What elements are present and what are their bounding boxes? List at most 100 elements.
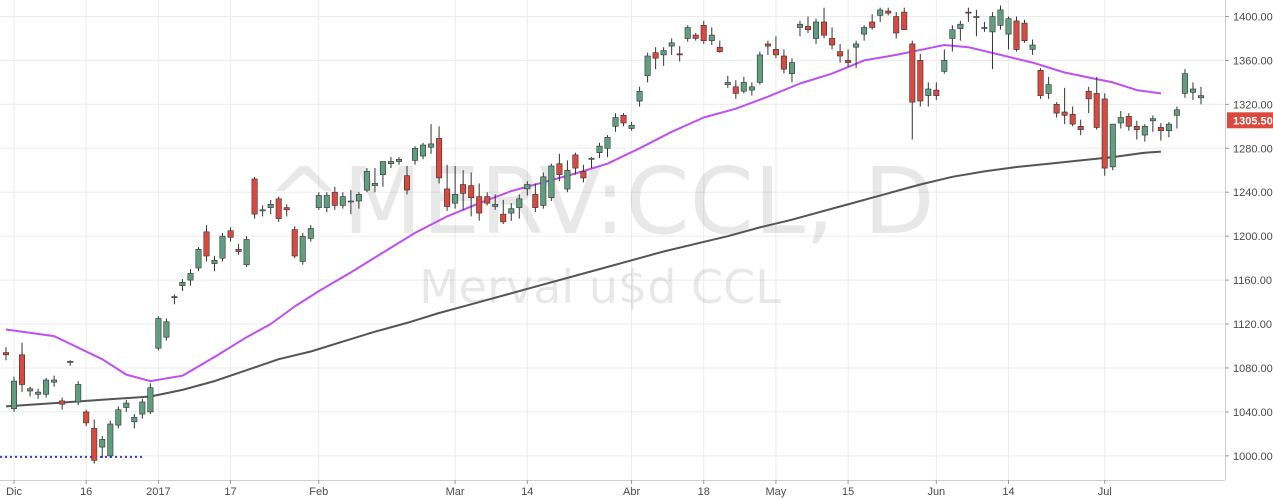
candle <box>275 196 282 222</box>
candle-body <box>660 50 667 56</box>
candle <box>1085 86 1092 114</box>
candle-body <box>676 53 683 56</box>
candle <box>419 142 426 160</box>
candle-body <box>315 195 322 208</box>
candle <box>788 58 795 83</box>
candle <box>933 82 940 100</box>
candle-body <box>500 213 507 223</box>
candle-body <box>692 34 699 39</box>
candle <box>355 192 362 209</box>
candle-body <box>981 27 988 29</box>
candle <box>1005 16 1012 50</box>
candle-body <box>395 159 402 162</box>
x-tick-label: Feb <box>309 486 328 498</box>
candle-body <box>59 400 66 405</box>
candle <box>315 192 322 210</box>
candle-body <box>1069 113 1076 125</box>
candle-body <box>1053 104 1060 114</box>
x-tick-label: 15 <box>842 486 854 498</box>
candle <box>1141 124 1148 142</box>
candle-body <box>780 55 787 70</box>
candle-body <box>965 11 972 14</box>
candle-body <box>1173 109 1180 116</box>
x-tick-label: 14 <box>1002 486 1014 498</box>
y-tick-label: 1240.00 <box>1233 187 1273 199</box>
candle <box>139 398 146 419</box>
candle-body <box>829 38 836 46</box>
candle-body <box>123 402 130 408</box>
watermark-symbol: ^MERV:CCL, D <box>266 148 935 255</box>
candle-body <box>444 188 451 207</box>
candle <box>580 164 587 183</box>
candle <box>436 126 443 184</box>
candle <box>259 205 266 217</box>
candle-body <box>43 379 50 395</box>
ma-short-line <box>5 44 1162 383</box>
y-axis[interactable]: 1000.00 1040.00 1080.00 1120.00 1160.00 1200.… <box>1225 0 1273 480</box>
candle <box>780 49 787 74</box>
last-price-label: 1305.50 <box>1233 115 1273 127</box>
candle <box>965 7 972 22</box>
x-axis[interactable]: Dic 16 2017 17 Feb Mar 14 Abr 18 May 15 Jun 14 Jul <box>0 480 1225 498</box>
candle <box>1077 119 1084 136</box>
x-tick-label: Mar <box>446 486 465 498</box>
candle-body <box>812 21 819 39</box>
candle-body <box>139 401 146 415</box>
candle <box>1037 68 1044 99</box>
candle <box>452 165 459 209</box>
candle <box>371 168 378 193</box>
candle <box>115 406 122 429</box>
candle-body <box>1101 98 1108 169</box>
y-tick-label: 1360.00 <box>1233 55 1273 67</box>
candle <box>869 14 876 30</box>
candle <box>676 46 683 62</box>
candle <box>796 20 803 37</box>
candle <box>2 347 10 361</box>
candle <box>1069 106 1076 127</box>
candle-body <box>853 43 860 48</box>
y-tick-label: 1200.00 <box>1233 231 1273 243</box>
x-tick-label: 17 <box>224 486 236 498</box>
candle <box>1021 19 1028 43</box>
candle-body <box>339 196 346 206</box>
candle <box>251 176 258 219</box>
candle <box>684 25 691 42</box>
candle <box>27 386 34 397</box>
candle <box>1053 102 1060 118</box>
candle-body <box>1149 118 1156 122</box>
candle <box>219 232 226 262</box>
candle <box>299 232 306 265</box>
candle-body <box>604 137 611 149</box>
candle-body <box>1125 116 1132 127</box>
candle <box>107 420 114 459</box>
candle <box>740 76 747 94</box>
candle-body <box>460 184 467 194</box>
candle <box>564 160 571 193</box>
candle <box>460 170 467 210</box>
candle <box>1093 76 1100 130</box>
candle-body <box>893 16 900 34</box>
candle-body <box>708 34 715 41</box>
candle-body <box>67 361 74 363</box>
candle-body <box>1181 73 1188 94</box>
candle <box>339 192 346 209</box>
candle <box>540 172 547 209</box>
candle-body <box>355 194 362 202</box>
candle-body <box>107 423 114 457</box>
candle <box>652 47 659 70</box>
candle <box>628 121 635 131</box>
candle <box>163 318 170 341</box>
candle-body <box>275 198 282 219</box>
candle-body <box>195 249 202 269</box>
candle-body <box>379 161 386 175</box>
candle-body <box>796 23 803 28</box>
candle-body <box>628 124 635 129</box>
candle-body <box>323 195 330 208</box>
candle-body <box>1157 127 1164 132</box>
candle-body <box>788 62 795 74</box>
candle <box>901 7 908 31</box>
candle <box>837 43 844 63</box>
candle-body <box>259 209 266 212</box>
candle-body <box>1133 126 1140 130</box>
